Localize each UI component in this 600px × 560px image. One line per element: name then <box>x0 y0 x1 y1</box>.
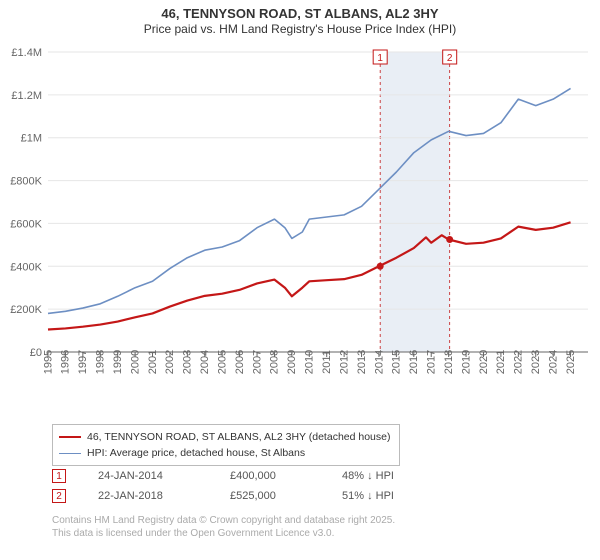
svg-text:2018: 2018 <box>443 350 455 374</box>
svg-text:1997: 1997 <box>77 350 89 374</box>
row-marker-icon: 2 <box>52 489 66 503</box>
svg-text:£800K: £800K <box>10 176 42 188</box>
svg-text:2025: 2025 <box>565 350 577 374</box>
row-pct: 51% ↓ HPI <box>342 490 432 502</box>
svg-text:2017: 2017 <box>426 350 438 374</box>
svg-text:2009: 2009 <box>286 350 298 374</box>
svg-text:1998: 1998 <box>95 350 107 374</box>
svg-text:2000: 2000 <box>129 350 141 374</box>
svg-text:2003: 2003 <box>182 350 194 374</box>
svg-text:2023: 2023 <box>530 350 542 374</box>
svg-text:2013: 2013 <box>356 350 368 374</box>
svg-text:£600K: £600K <box>10 218 42 230</box>
chart-title-block: 46, TENNYSON ROAD, ST ALBANS, AL2 3HY Pr… <box>0 0 600 37</box>
svg-text:2014: 2014 <box>373 350 385 374</box>
chart-container: 46, TENNYSON ROAD, ST ALBANS, AL2 3HY Pr… <box>0 0 600 560</box>
svg-text:£400K: £400K <box>10 261 42 273</box>
legend-item-price: 46, TENNYSON ROAD, ST ALBANS, AL2 3HY (d… <box>59 429 391 445</box>
svg-text:1999: 1999 <box>112 350 124 374</box>
svg-text:£1M: £1M <box>21 133 42 145</box>
svg-text:2011: 2011 <box>321 350 333 374</box>
svg-text:2007: 2007 <box>251 350 263 374</box>
legend-item-hpi: HPI: Average price, detached house, St A… <box>59 445 391 461</box>
chart-svg: £0 £200K £400K £600K £800K £1M £1.2M £1.4M 1995 1… <box>0 42 600 412</box>
legend-swatch-hpi <box>59 453 81 454</box>
row-price: £525,000 <box>230 490 310 502</box>
svg-text:£1.4M: £1.4M <box>11 47 42 59</box>
svg-text:2021: 2021 <box>495 350 507 374</box>
svg-text:1: 1 <box>377 53 383 64</box>
license-line1: Contains HM Land Registry data © Crown c… <box>52 514 395 527</box>
svg-text:£200K: £200K <box>10 304 42 316</box>
license-line2: This data is licensed under the Open Gov… <box>52 527 395 540</box>
svg-text:£1.2M: £1.2M <box>11 90 42 102</box>
table-row: 1 24-JAN-2014 £400,000 48% ↓ HPI <box>52 466 432 486</box>
svg-text:2019: 2019 <box>460 350 472 374</box>
svg-text:2022: 2022 <box>513 350 525 374</box>
chart-title-subtitle: Price paid vs. HM Land Registry's House … <box>0 22 600 37</box>
svg-text:2012: 2012 <box>338 350 350 374</box>
sales-table: 1 24-JAN-2014 £400,000 48% ↓ HPI 2 22-JA… <box>52 466 432 506</box>
svg-text:2005: 2005 <box>216 350 228 374</box>
svg-text:2004: 2004 <box>199 350 211 374</box>
svg-text:2020: 2020 <box>478 350 490 374</box>
chart-title-address: 46, TENNYSON ROAD, ST ALBANS, AL2 3HY <box>0 6 600 22</box>
svg-text:2010: 2010 <box>304 350 316 374</box>
legend-swatch-price <box>59 436 81 438</box>
row-marker-icon: 1 <box>52 469 66 483</box>
svg-text:2: 2 <box>447 53 453 64</box>
row-date: 22-JAN-2018 <box>98 490 198 502</box>
svg-text:2024: 2024 <box>547 350 559 374</box>
legend: 46, TENNYSON ROAD, ST ALBANS, AL2 3HY (d… <box>52 424 400 466</box>
legend-label-hpi: HPI: Average price, detached house, St A… <box>87 447 305 459</box>
svg-text:2008: 2008 <box>269 350 281 374</box>
svg-text:2002: 2002 <box>164 350 176 374</box>
legend-label-price: 46, TENNYSON ROAD, ST ALBANS, AL2 3HY (d… <box>87 431 391 443</box>
svg-text:1995: 1995 <box>42 350 54 374</box>
svg-text:2001: 2001 <box>147 350 159 374</box>
svg-text:£0: £0 <box>30 347 42 359</box>
license-text: Contains HM Land Registry data © Crown c… <box>52 514 395 540</box>
row-pct: 48% ↓ HPI <box>342 470 432 482</box>
svg-text:2015: 2015 <box>391 350 403 374</box>
row-date: 24-JAN-2014 <box>98 470 198 482</box>
svg-text:2016: 2016 <box>408 350 420 374</box>
svg-text:2006: 2006 <box>234 350 246 374</box>
table-row: 2 22-JAN-2018 £525,000 51% ↓ HPI <box>52 486 432 506</box>
svg-text:1996: 1996 <box>60 350 72 374</box>
row-price: £400,000 <box>230 470 310 482</box>
